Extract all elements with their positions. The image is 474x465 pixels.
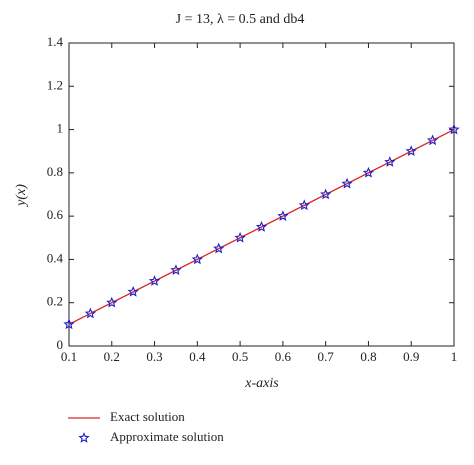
x-tick-label: 0.7: [318, 349, 335, 364]
star-marker: [255, 221, 268, 232]
x-tick-label: 0.4: [189, 349, 206, 364]
star-marker: [106, 296, 118, 308]
star-marker: [362, 166, 375, 178]
x-tick-label: 0.8: [360, 349, 376, 364]
star-marker: [384, 156, 396, 167]
y-tick-label: 0.4: [47, 250, 64, 265]
legend-label: Approximate solution: [110, 429, 224, 444]
y-tick-label: 0.6: [47, 207, 64, 222]
star-marker: [191, 253, 203, 265]
star-marker: [84, 307, 97, 319]
exact-line: [68, 128, 455, 325]
star-marker: [320, 188, 332, 200]
star-marker: [63, 318, 75, 330]
y-tick-label: 1.2: [47, 77, 63, 92]
star-marker: [448, 123, 460, 135]
star-marker: [127, 285, 139, 297]
star-marker: [298, 199, 310, 211]
x-tick-label: 0.5: [232, 349, 248, 364]
x-axis-label: x-axis: [244, 376, 279, 391]
star-marker: [277, 210, 289, 221]
chart-title: J = 13, λ = 0.5 and db4: [176, 12, 305, 27]
x-tick-label: 0.1: [61, 349, 77, 364]
x-tick-label: 1: [451, 349, 458, 364]
x-tick-label: 0.6: [275, 349, 292, 364]
star-marker: [148, 275, 161, 286]
plot-frame: [68, 42, 455, 347]
star-marker: [405, 145, 417, 157]
y-tick-label: 0.8: [47, 164, 63, 179]
star-marker: [170, 264, 182, 276]
x-tick-label: 0.3: [146, 349, 162, 364]
x-tick-label: 0.9: [403, 349, 419, 364]
legend-label: Exact solution: [110, 409, 185, 424]
star-marker: [234, 231, 246, 243]
y-axis-label: y(x): [14, 184, 29, 208]
x-tick-label: 0.2: [104, 349, 120, 364]
legend-star: [78, 432, 90, 443]
star-marker: [341, 177, 353, 189]
y-tick-label: 0: [57, 337, 64, 352]
star-marker: [213, 242, 225, 254]
star-marker: [426, 134, 439, 146]
y-tick-label: 0.2: [47, 294, 63, 309]
y-tick-label: 1.4: [47, 34, 64, 49]
y-tick-label: 1: [57, 121, 64, 136]
